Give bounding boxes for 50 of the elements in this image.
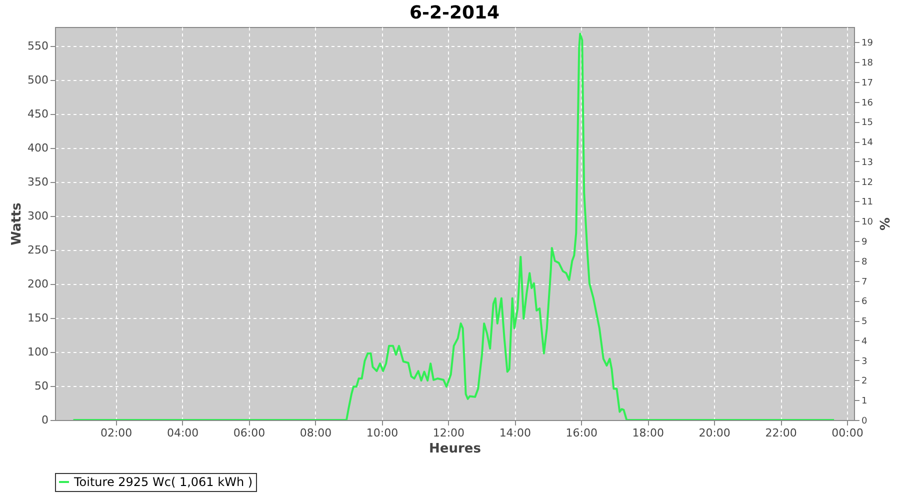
y2-tick-label: 15 [862, 118, 873, 128]
y2-tick-label: 8 [862, 257, 868, 268]
y2-tick-label: 6 [862, 297, 868, 308]
x-tick-label: 04:00 [166, 426, 199, 440]
y2-tick-label: 18 [862, 58, 874, 69]
y-tick-label: 0 [42, 414, 48, 426]
y-axis-title: Watts [10, 202, 25, 246]
x-tick-label: 06:00 [233, 426, 266, 440]
y-tick-label: 50 [34, 380, 48, 393]
y2-tick-label: 9 [862, 238, 868, 248]
x-axis-title: Heures [429, 442, 482, 456]
y2-tick-label: 11 [862, 198, 873, 208]
x-tick-label: 00:00 [832, 426, 864, 440]
y-tick-label: 100 [28, 346, 48, 359]
y-tick-label: 300 [28, 210, 48, 223]
y2-tick-label: 3 [862, 356, 868, 367]
x-tick-label: 12:00 [432, 426, 465, 440]
y-tick-label: 350 [28, 176, 48, 189]
y2-tick-label: 14 [862, 138, 874, 148]
y2-tick-label: 12 [862, 178, 873, 188]
y-tick-label: 150 [28, 312, 48, 325]
x-tick-label: 08:00 [300, 426, 332, 440]
y2-tick-label: 13 [862, 158, 873, 168]
line-series [72, 32, 836, 420]
y2-tick-label: 10 [862, 218, 874, 228]
y2-tick-label: 2 [862, 376, 868, 387]
y2-tick-label: 17 [862, 78, 873, 88]
y2-tick-label: 5 [862, 317, 868, 328]
y-tick-label: 250 [28, 244, 48, 257]
y2-tick-label: 1 [862, 396, 868, 407]
legend-label: Toiture 2925 Wc( 1,061 kWh ) [73, 475, 253, 489]
y-tick-label: 200 [28, 278, 48, 291]
y-tick-label: 450 [28, 108, 48, 121]
x-tick-label: 18:00 [632, 426, 664, 440]
x-tick-label: 16:00 [566, 426, 598, 440]
x-tick-label: 10:00 [366, 426, 398, 440]
chart-title: 6-2-2014 [409, 2, 500, 24]
y2-tick-label: 4 [862, 336, 868, 347]
y-tick-label: 500 [28, 74, 48, 87]
x-tick-label: 14:00 [499, 426, 532, 440]
y2-tick-label: 19 [862, 38, 874, 49]
x-tick-label: 02:00 [100, 426, 132, 440]
y-tick-label: 400 [28, 142, 48, 155]
y-tick-label: 550 [28, 40, 48, 53]
y2-tick-label: 16 [862, 98, 874, 108]
x-tick-label: 22:00 [765, 426, 797, 440]
y2-tick-label: 0 [862, 416, 868, 426]
y2-axis-title: % [876, 217, 891, 231]
y2-tick-label: 7 [862, 277, 868, 288]
x-tick-label: 20:00 [698, 426, 730, 440]
